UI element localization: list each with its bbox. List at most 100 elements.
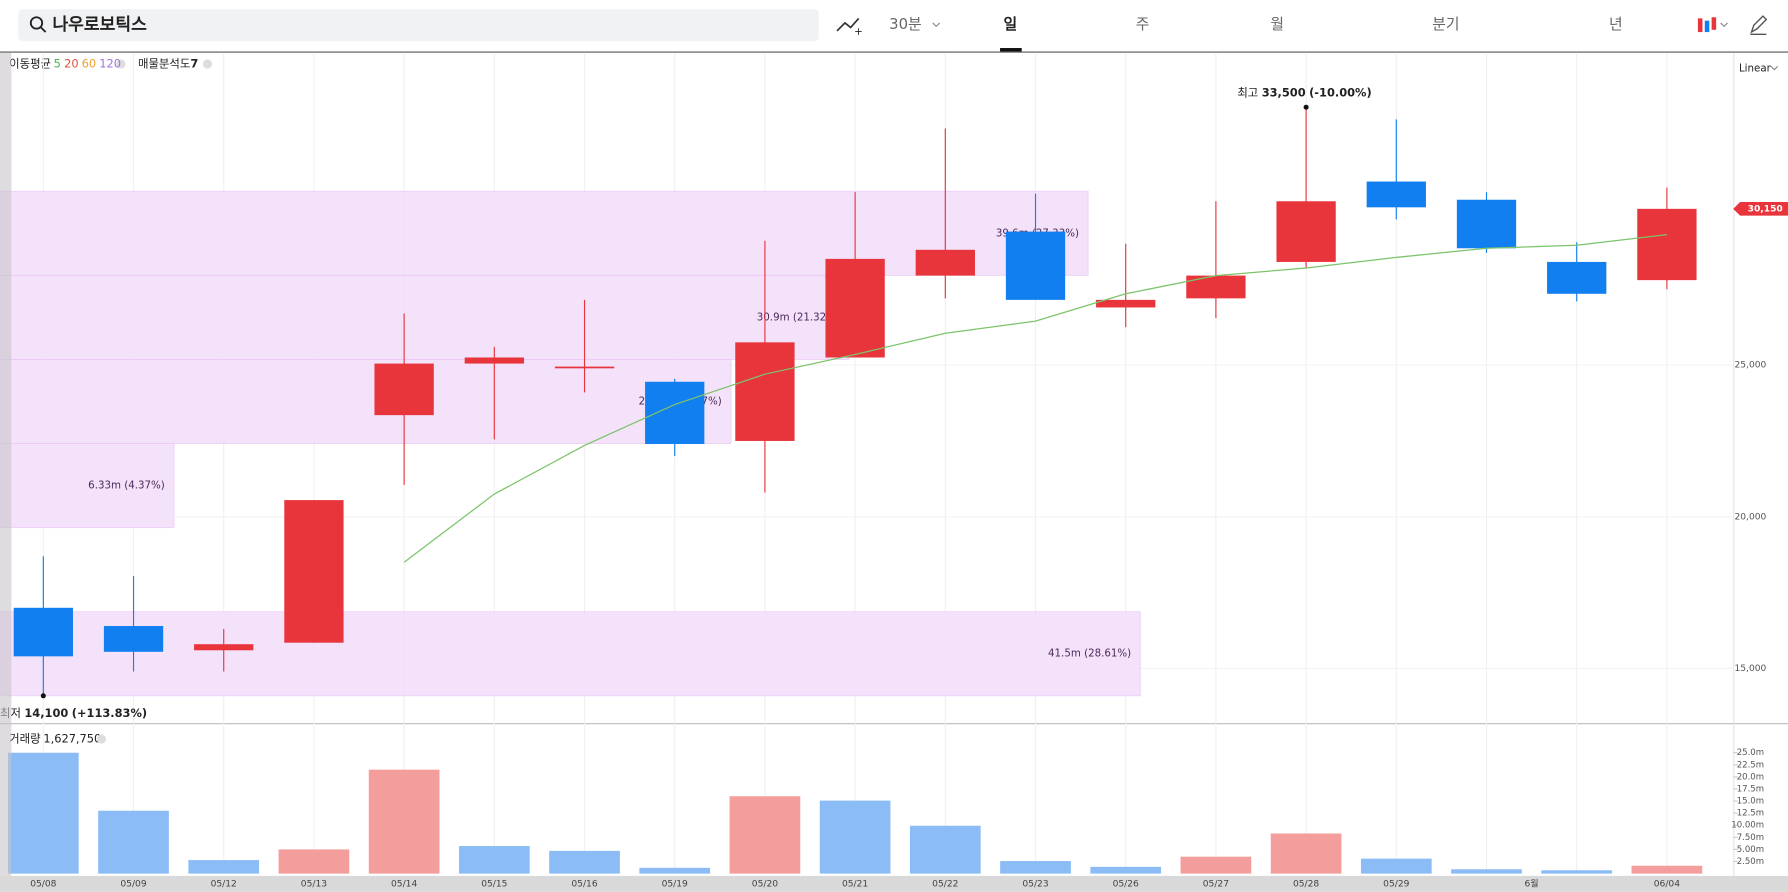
candle-icon[interactable] bbox=[1697, 17, 1717, 33]
x-tick-label: 05/16 bbox=[571, 879, 597, 889]
volume-bar bbox=[1270, 833, 1342, 874]
x-tick-label: 05/27 bbox=[1203, 879, 1229, 889]
y-tick-label: 25,000 bbox=[1734, 361, 1766, 371]
volume-tick-label: 7.50m bbox=[1737, 833, 1764, 843]
x-tick-label: 05/15 bbox=[481, 879, 507, 889]
timeframe-tab[interactable]: 월 bbox=[1270, 16, 1284, 33]
x-tick-label: 05/19 bbox=[662, 879, 688, 889]
close-icon[interactable] bbox=[96, 734, 107, 744]
candle-body bbox=[464, 357, 524, 364]
x-axis-strip bbox=[0, 875, 1788, 892]
volume-tick-label: 25.0m bbox=[1737, 748, 1764, 758]
candle-body bbox=[1276, 201, 1336, 262]
volume-bar bbox=[729, 796, 801, 874]
candle-body bbox=[13, 607, 73, 657]
current-price-tag bbox=[1733, 202, 1788, 216]
candle-body bbox=[1096, 299, 1156, 308]
extreme-change-label: (-10.00%) bbox=[1309, 85, 1372, 99]
active-tab-indicator bbox=[1000, 48, 1022, 52]
ma-legend[interactable]: 이동평균 bbox=[9, 56, 51, 70]
x-tick-label: 05/20 bbox=[752, 879, 778, 889]
volume-bar bbox=[1000, 861, 1071, 874]
volume-tick-label: 5.00m bbox=[1737, 845, 1764, 855]
volume-bar bbox=[1090, 866, 1162, 874]
candle-body bbox=[1366, 181, 1426, 208]
extreme-prefix: 최고 bbox=[1237, 85, 1258, 99]
volume-profile-band bbox=[0, 443, 175, 529]
profile-bin-count: 7 bbox=[190, 56, 198, 70]
chevron bbox=[1720, 22, 1728, 28]
volume-bar bbox=[1631, 865, 1703, 874]
volume-title: 거래량 bbox=[9, 732, 41, 746]
x-tick-label: 05/28 bbox=[1293, 879, 1319, 889]
candle-body bbox=[1456, 199, 1517, 249]
x-tick-label: 6월 bbox=[1525, 877, 1539, 889]
volume-last: 1,627,750 bbox=[43, 732, 101, 746]
volume-profile-label: 41.5m (28.61%) bbox=[1048, 648, 1131, 660]
x-tick-label: 05/09 bbox=[120, 879, 146, 889]
volume-bar bbox=[98, 810, 169, 874]
volume-bar bbox=[278, 849, 350, 874]
volume-bar bbox=[1360, 858, 1432, 874]
scale-mode[interactable]: Linear bbox=[1739, 63, 1772, 75]
volume-profile-label: 30.9m (21.32%) bbox=[757, 311, 840, 323]
x-tick-label: 05/21 bbox=[842, 879, 868, 889]
extreme-label: 33,500 bbox=[1262, 85, 1306, 99]
x-tick-label: 05/29 bbox=[1383, 879, 1409, 889]
volume-bar bbox=[1451, 869, 1522, 874]
timeframe-tab[interactable]: 일 bbox=[1003, 16, 1017, 33]
search-box[interactable] bbox=[18, 9, 819, 42]
candle-body bbox=[825, 258, 885, 358]
volume-bar bbox=[368, 769, 440, 874]
candle-body bbox=[1637, 208, 1697, 281]
extreme-label: 최고 33,500 (-10.00%) bbox=[1237, 85, 1371, 99]
x-tick-label: 05/22 bbox=[932, 879, 958, 889]
search-icon bbox=[29, 16, 44, 30]
x-tick-label: 05/26 bbox=[1113, 879, 1139, 889]
ma-period: 5 bbox=[54, 56, 61, 70]
x-tick-label: 05/14 bbox=[391, 879, 417, 889]
volume-bar bbox=[1541, 870, 1613, 874]
extreme-dot bbox=[40, 693, 46, 699]
moving-average-line bbox=[403, 234, 1667, 563]
volume-bar bbox=[1180, 856, 1252, 874]
indicator-icon[interactable] bbox=[836, 17, 860, 32]
candle-body bbox=[103, 626, 164, 652]
edit-icon[interactable] bbox=[1750, 15, 1768, 36]
candle-body bbox=[374, 363, 434, 416]
candle-body bbox=[1005, 231, 1066, 300]
ma-period: 20 bbox=[64, 56, 79, 70]
x-tick-label: 05/23 bbox=[1022, 879, 1048, 889]
timeframe-tab[interactable]: 30분 bbox=[889, 16, 921, 33]
x-tick-label: 05/12 bbox=[211, 879, 237, 889]
candle-body bbox=[1186, 275, 1246, 299]
close-icon[interactable] bbox=[202, 59, 213, 69]
volume-profile-label: 6.33m (4.37%) bbox=[88, 480, 165, 492]
indicator-icon-plus: + bbox=[854, 26, 863, 38]
volume-tick-label: 10.00m bbox=[1731, 821, 1764, 831]
timeframe-tab[interactable]: 주 bbox=[1136, 16, 1150, 33]
volume-tick-label: 17.5m bbox=[1737, 784, 1764, 794]
volume-tick-label: 20.0m bbox=[1737, 772, 1764, 782]
extreme-dot bbox=[1303, 104, 1309, 110]
timeframe-tab[interactable]: 분기 bbox=[1432, 16, 1459, 33]
candle-body bbox=[915, 249, 975, 276]
chevron bbox=[1770, 65, 1779, 71]
volume-tick-label: 12.5m bbox=[1737, 809, 1764, 819]
candle-body bbox=[284, 500, 344, 643]
stock-name[interactable]: 나우로보틱스 bbox=[52, 15, 147, 35]
timeframe-tab[interactable]: 년 bbox=[1609, 16, 1623, 33]
x-tick-label: 05/13 bbox=[301, 879, 327, 889]
volume-bar bbox=[909, 825, 981, 874]
volume-bar bbox=[458, 846, 530, 874]
x-tick-label: 06/04 bbox=[1654, 879, 1680, 889]
candle-body bbox=[735, 342, 795, 441]
close-icon[interactable] bbox=[116, 59, 126, 69]
volume-tick-label: 15.0m bbox=[1737, 797, 1764, 807]
volume-tick-label: 22.5m bbox=[1737, 760, 1764, 770]
profile-legend[interactable]: 매물분석도 bbox=[138, 56, 190, 70]
volume-bar bbox=[639, 867, 711, 874]
